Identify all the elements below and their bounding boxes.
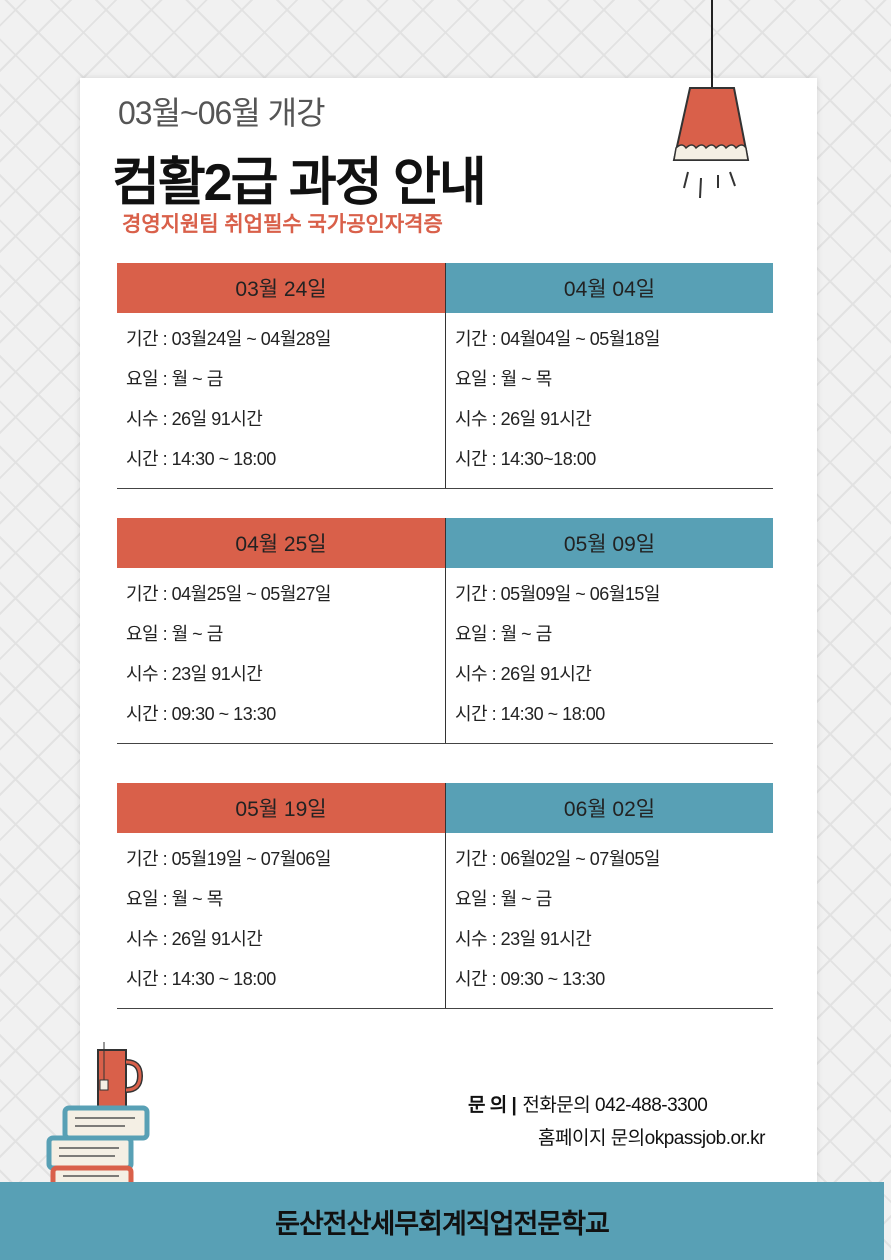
pendant-lamp-icon <box>672 0 750 199</box>
contact-phone: 전화문의 042-488-3300 <box>522 1095 708 1116</box>
course-start-date: 03월 24일 <box>117 263 445 313</box>
course-detail-row: 요일 : 월 ~ 금 <box>455 624 552 644</box>
course-detail-row: 요일 : 월 ~ 금 <box>126 624 223 644</box>
course-detail-row: 요일 : 월 ~ 금 <box>126 369 223 389</box>
course-detail-row: 기간 : 05월09일 ~ 06월15일 <box>455 584 660 604</box>
course-detail-row: 시수 : 26일 91시간 <box>126 409 263 429</box>
course-detail-row: 기간 : 05월19일 ~ 07월06일 <box>126 849 331 869</box>
course-detail-row: 시수 : 23일 91시간 <box>455 929 592 949</box>
course-detail-row: 요일 : 월 ~ 목 <box>126 889 223 909</box>
course-detail-row: 기간 : 03월24일 ~ 04월28일 <box>126 329 331 349</box>
books-with-mug-icon <box>46 1042 150 1190</box>
course-detail-row: 시수 : 26일 91시간 <box>126 929 263 949</box>
course-detail-row: 시간 : 09:30 ~ 13:30 <box>126 704 276 724</box>
contact-info: 문 의 | 전화문의 042-488-3300 홈페이지 문의okpassjob.… <box>468 1090 765 1150</box>
course-start-date: 06월 02일 <box>446 783 773 833</box>
course-detail-row: 시수 : 26일 91시간 <box>455 664 592 684</box>
course-detail-row: 시수 : 23일 91시간 <box>126 664 263 684</box>
footer-school-name: 둔산전산세무회계직업전문학교 <box>0 1182 884 1260</box>
subtitle: 03월~06월 개강 <box>118 95 326 131</box>
course-detail-row: 요일 : 월 ~ 목 <box>455 369 552 389</box>
contact-web: 홈페이지 문의okpassjob.or.kr <box>538 1128 765 1149</box>
course-start-date: 05월 09일 <box>446 518 773 568</box>
course-detail-row: 기간 : 06월02일 ~ 07월05일 <box>455 849 660 869</box>
course-detail-row: 시간 : 14:30~18:00 <box>455 449 596 469</box>
contact-label: 문 의 | <box>468 1095 517 1116</box>
course-detail-row: 시간 : 14:30 ~ 18:00 <box>455 704 605 724</box>
course-detail-row: 시수 : 26일 91시간 <box>455 409 592 429</box>
page-title: 컴활2급 과정 안내 <box>112 154 487 212</box>
course-detail-row: 시간 : 14:30 ~ 18:00 <box>126 969 276 989</box>
course-detail-row: 기간 : 04월25일 ~ 05월27일 <box>126 584 331 604</box>
course-start-date: 05월 19일 <box>117 783 445 833</box>
course-start-date: 04월 25일 <box>117 518 445 568</box>
course-detail-row: 요일 : 월 ~ 금 <box>455 889 552 909</box>
course-detail-row: 시간 : 09:30 ~ 13:30 <box>455 969 605 989</box>
tagline: 경영지원팀 취업필수 국가공인자격증 <box>122 213 443 236</box>
course-detail-row: 기간 : 04월04일 ~ 05월18일 <box>455 329 660 349</box>
course-detail-row: 시간 : 14:30 ~ 18:00 <box>126 449 276 469</box>
course-start-date: 04월 04일 <box>446 263 773 313</box>
